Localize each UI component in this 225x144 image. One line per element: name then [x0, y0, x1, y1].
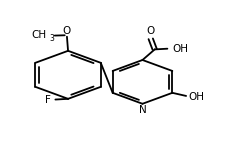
Text: N: N: [139, 105, 146, 115]
Text: 3: 3: [50, 34, 54, 43]
Text: OH: OH: [172, 44, 188, 54]
Text: O: O: [63, 26, 71, 36]
Text: O: O: [146, 26, 154, 36]
Text: F: F: [45, 95, 50, 105]
Text: CH: CH: [32, 30, 47, 40]
Text: OH: OH: [189, 92, 205, 102]
